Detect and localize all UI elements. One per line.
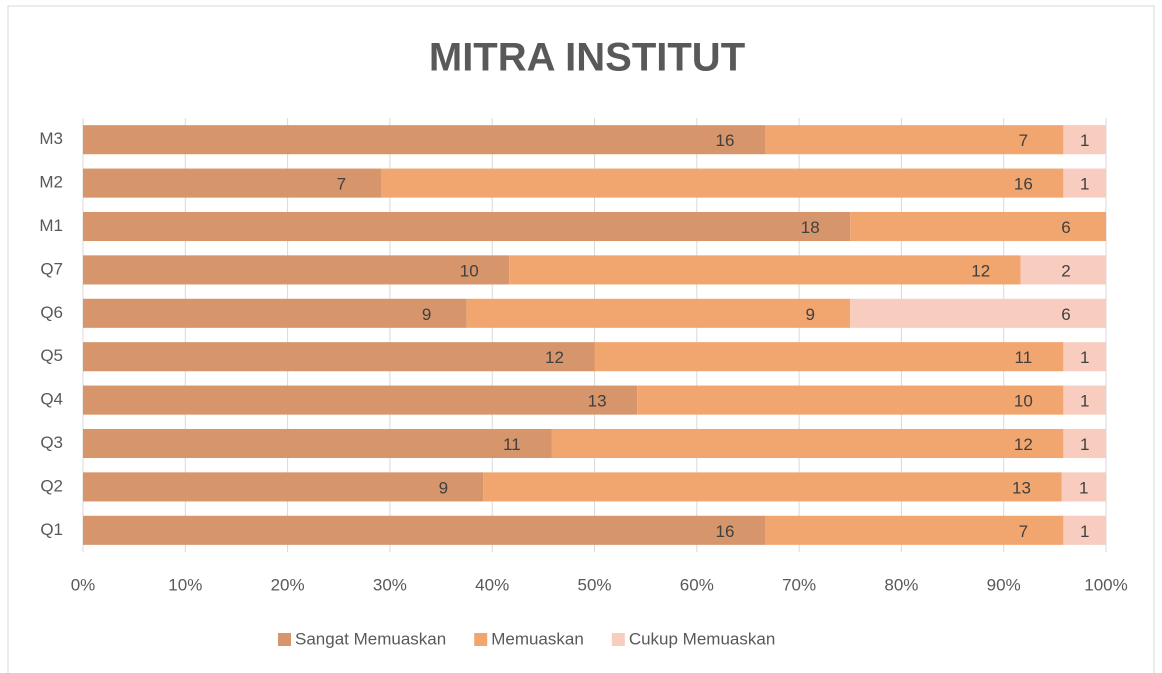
bar-segment [765,125,1064,155]
data-label: 16 [1014,175,1033,194]
y-tick-label: Q5 [40,346,63,365]
bar-segment [83,211,851,242]
bar-segment [1063,342,1106,372]
bar-segment [850,211,1106,242]
x-tick-label: 40% [475,575,509,594]
bar-segment [83,255,510,285]
x-tick-label: 50% [577,575,611,594]
data-label: 16 [716,522,735,541]
data-label: 10 [1014,392,1033,411]
data-label: 6 [1061,218,1070,237]
y-tick-label: Q3 [40,433,63,452]
bar-segment [1063,168,1106,198]
data-label: 12 [971,261,990,280]
bar-segment [83,168,382,198]
data-label: 12 [1014,435,1033,454]
data-label: 7 [337,175,346,194]
data-label: 2 [1061,261,1070,280]
x-tick-label: 100% [1084,575,1127,594]
data-label: 7 [1019,522,1028,541]
legend-label: Cukup Memuaskan [629,629,775,648]
bar-segment [381,168,1064,198]
bar-segment [1063,385,1106,415]
legend-label: Sangat Memuaskan [295,629,446,648]
bar-segment [637,385,1064,415]
data-label: 13 [588,392,607,411]
data-label: 12 [545,348,564,367]
bar-segment [765,515,1064,545]
bar-segment [594,342,1064,372]
data-label: 10 [460,261,479,280]
data-label: 11 [503,435,521,454]
y-tick-label: M2 [39,173,63,192]
data-label: 9 [439,478,448,497]
bar-segment [1063,125,1106,155]
bar-segment [509,255,1021,285]
data-label: 11 [1015,348,1033,367]
y-tick-label: Q7 [40,259,63,278]
bar-segment [83,515,765,545]
bar-segment [483,472,1062,502]
data-label: 7 [1019,131,1028,150]
x-tick-label: 90% [987,575,1021,594]
bar-segment [83,428,552,459]
bar-segment [1063,515,1106,545]
y-tick-label: Q6 [40,303,63,322]
bar-segment [1061,472,1106,502]
bar-segment [1020,255,1106,285]
x-tick-label: 30% [373,575,407,594]
legend-swatch [278,633,291,646]
bar-segment [83,385,638,415]
data-label: 9 [806,305,815,324]
data-label: 1 [1080,175,1089,194]
data-label: 18 [801,218,820,237]
x-tick-label: 60% [680,575,714,594]
data-label: 9 [422,305,431,324]
data-label: 1 [1080,392,1089,411]
bar-segment [551,428,1064,459]
x-tick-label: 0% [71,575,96,594]
x-tick-label: 80% [884,575,918,594]
data-label: 1 [1080,348,1089,367]
chart-frame [7,5,1155,673]
legend-swatch [611,633,625,646]
bar-segment [1063,428,1106,459]
data-label: 1 [1080,435,1089,454]
y-tick-label: Q2 [40,476,63,495]
x-tick-label: 70% [782,575,816,594]
y-tick-label: M1 [39,216,63,235]
y-tick-label: Q4 [40,390,63,409]
bar-segment [466,298,851,328]
x-tick-label: 20% [271,575,305,594]
bar-segment [83,298,467,328]
bar-segment [83,472,484,502]
data-label: 1 [1079,478,1088,497]
legend-label: Memuaskan [491,629,584,648]
data-label: 1 [1080,522,1089,541]
bar-segment [83,342,595,372]
data-label: 13 [1012,478,1031,497]
y-tick-label: Q1 [40,520,63,539]
data-label: 6 [1061,305,1070,324]
bar-segment [83,125,765,155]
x-tick-label: 10% [168,575,202,594]
legend-swatch [474,633,488,646]
data-label: 16 [716,131,735,150]
y-tick-label: M3 [39,129,63,148]
data-label: 1 [1080,131,1089,150]
bar-segment [850,298,1106,328]
chart-title: MITRA INSTITUT [429,36,745,80]
